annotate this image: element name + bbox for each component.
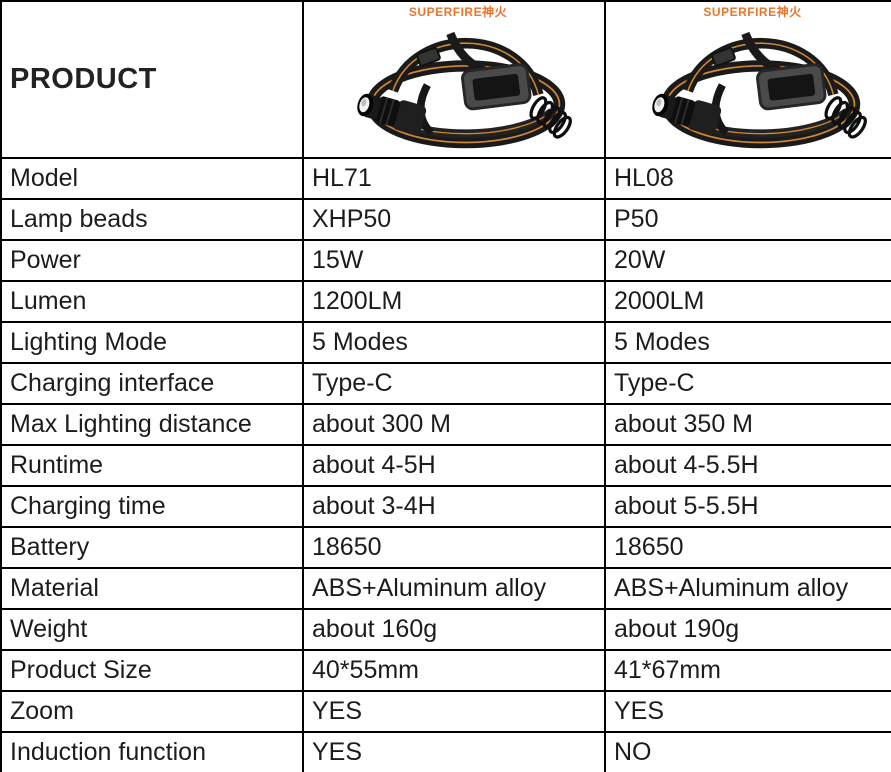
spec-value-product1: YES [302,690,606,733]
spec-value-product2: about 350 M [604,403,891,446]
table-row: Induction function YES NO [0,731,891,772]
spec-value-product1: 15W [302,239,606,282]
table-row: Charging interface Type-C Type-C [0,362,891,405]
spec-label: Induction function [0,731,304,772]
spec-value-product2: 18650 [604,526,891,569]
spec-label: Material [0,567,304,610]
table-row: Battery 18650 18650 [0,526,891,569]
product1-header-cell: SUPERFIRE神火 [302,0,606,159]
spec-value-product2: HL08 [604,157,891,200]
headlamp-image [357,31,572,149]
spec-label: Lighting Mode [0,321,304,364]
spec-value-product2: Type-C [604,362,891,405]
table-row: Lighting Mode 5 Modes 5 Modes [0,321,891,364]
spec-value-product2: 20W [604,239,891,282]
spec-value-product1: 40*55mm [302,649,606,692]
spec-value-product1: XHP50 [302,198,606,241]
spec-label: Lamp beads [0,198,304,241]
spec-label: Charging interface [0,362,304,405]
table-row: Lamp beads XHP50 P50 [0,198,891,241]
product2-brand-label: SUPERFIRE神火 [703,5,802,19]
spec-label: Battery [0,526,304,569]
spec-value-product1: about 160g [302,608,606,651]
spec-value-product1: 18650 [302,526,606,569]
table-row: Runtime about 4-5H about 4-5.5H [0,444,891,487]
spec-value-product1: 1200LM [302,280,606,323]
spec-value-product1: about 4-5H [302,444,606,487]
table-row: Material ABS+Aluminum alloy ABS+Aluminum a… [0,567,891,610]
spec-value-product2: 41*67mm [604,649,891,692]
product1-brand-label: SUPERFIRE神火 [408,5,508,19]
spec-label: Product Size [0,649,304,692]
spec-table-body: Model HL71 HL08 Lamp beads XHP50 P50 Power 15W 2… [0,157,891,772]
spec-label: Model [0,157,304,200]
spec-value-product2: YES [604,690,891,733]
spec-value-product2: ABS+Aluminum alloy [604,567,891,610]
spec-label: Runtime [0,444,304,487]
spec-value-product2: about 4-5.5H [604,444,891,487]
table-row: Charging time about 3-4H about 5-5.5H [0,485,891,528]
spec-value-product2: P50 [604,198,891,241]
spec-value-product2: NO [604,731,891,772]
spec-value-product1: 5 Modes [302,321,606,364]
spec-value-product2: 2000LM [604,280,891,323]
spec-label: Weight [0,608,304,651]
table-row: Lumen 1200LM 2000LM [0,280,891,323]
spec-value-product1: YES [302,731,606,772]
product1-photo-slot [332,19,584,154]
spec-value-product1: about 3-4H [302,485,606,528]
spec-value-product2: about 190g [604,608,891,651]
table-header-row: PRODUCT SUPERFIRE神火 [0,0,891,159]
headlamp-image [651,31,867,149]
product2-image-wrap: SUPERFIRE神火 [614,3,890,156]
spec-label: Lumen [0,280,304,323]
spec-value-product1: HL71 [302,157,606,200]
table-row: Power 15W 20W [0,239,891,282]
spec-value-product1: about 300 M [302,403,606,446]
spec-value-product1: Type-C [302,362,606,405]
spec-label: Power [0,239,304,282]
table-row: Zoom YES YES [0,690,891,733]
table-row: Model HL71 HL08 [0,157,891,200]
spec-value-product1: ABS+Aluminum alloy [302,567,606,610]
product2-header-cell: SUPERFIRE神火 [604,0,891,159]
spec-value-product2: about 5-5.5H [604,485,891,528]
product2-photo-slot [627,19,879,154]
table-row: Weight about 160g about 190g [0,608,891,651]
page-title: PRODUCT [0,0,304,159]
spec-label: Zoom [0,690,304,733]
spec-value-product2: 5 Modes [604,321,891,364]
table-row: Product Size 40*55mm 41*67mm [0,649,891,692]
product1-image-wrap: SUPERFIRE神火 [312,3,603,156]
spec-label: Charging time [0,485,304,528]
spec-label: Max Lighting distance [0,403,304,446]
